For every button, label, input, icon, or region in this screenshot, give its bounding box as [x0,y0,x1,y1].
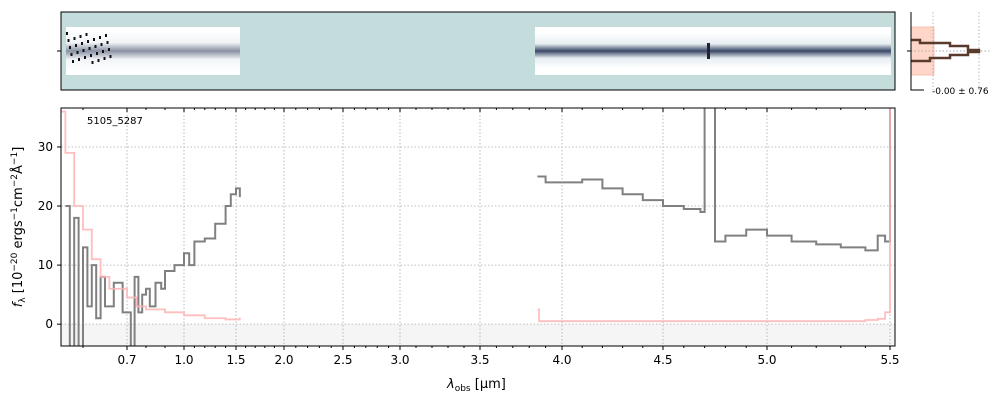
noise-pixel [84,56,86,59]
side-panel-label: -0.00 ± 0.76 [932,87,989,97]
noise-pixel [103,57,106,60]
y-tick-label: 30 [38,140,53,154]
x-axis-label: λobs [μm] [446,377,506,394]
profile-histogram-panel [907,12,990,91]
x-tick-label: 1.5 [226,353,245,367]
noise-pixel [99,36,101,39]
histogram [911,38,981,63]
x-tick-label: 1.0 [174,353,193,367]
noise-pixel [73,37,76,40]
noise-pixel [75,44,77,47]
noise-pixel [70,53,73,56]
noise-pixel [91,61,94,64]
y-axis-label: fλ [10−20 ergs−1cm−2Å−1] [10,147,28,308]
x-tick-label: 4.0 [552,353,571,367]
noise-pixel [108,48,110,51]
noise-pixel [82,49,85,52]
x-tick-label: 5.0 [757,353,776,367]
flux-line [537,108,891,252]
negative-region [61,324,895,346]
x-tick-label: 5.5 [880,353,899,367]
noise-pixel [102,50,104,53]
noise-pixel [72,60,74,63]
x-tick-label: 4.5 [653,353,672,367]
x-tick-label: 3.0 [390,353,409,367]
noise-pixel [97,59,100,62]
noise-pixel [67,39,70,42]
noise-pixel [69,46,71,49]
x-tick-label: 0.7 [117,353,136,367]
noise-pixel [81,42,83,45]
emission-line [707,43,710,59]
noise-pixel [96,52,98,55]
noise-pixel [88,47,91,50]
noise-pixel [87,40,89,43]
plot-frame [60,107,896,347]
1d-spectrum-panel: 0.7 1.0 1.5 2.0 2.5 3.0 3.5 4.0 4.5 5.0 5.5 0 10 20 30 [38,107,900,367]
y-tick-label: 0 [45,317,53,331]
noise-pixel [100,43,103,46]
trace-2 [535,33,891,69]
x-tick-label: 2.0 [274,353,293,367]
object-label: 5105_5287 [87,116,143,127]
noise-pixel [79,35,82,38]
noise-pixel [76,51,79,54]
noise-pixel [66,32,68,35]
y-tick-label: 10 [38,258,53,272]
noise-pixel [109,55,112,58]
noise-pixel [78,58,80,61]
noise-pixel [94,45,97,48]
x-tick-label: 2.5 [333,353,352,367]
side-axes [910,12,924,91]
noise-pixel [90,54,92,57]
y-tick-label: 20 [38,199,53,213]
trace-1 [66,30,240,72]
noise-pixel [105,34,107,37]
x-tick-label: 3.5 [470,353,489,367]
error-line [61,110,241,321]
noise-pixel [106,41,109,44]
2d-spectrum-panel [57,11,896,91]
noise-pixel [85,33,88,36]
error-line [537,108,891,323]
noise-pixel [93,38,95,41]
flux-line [65,187,241,346]
